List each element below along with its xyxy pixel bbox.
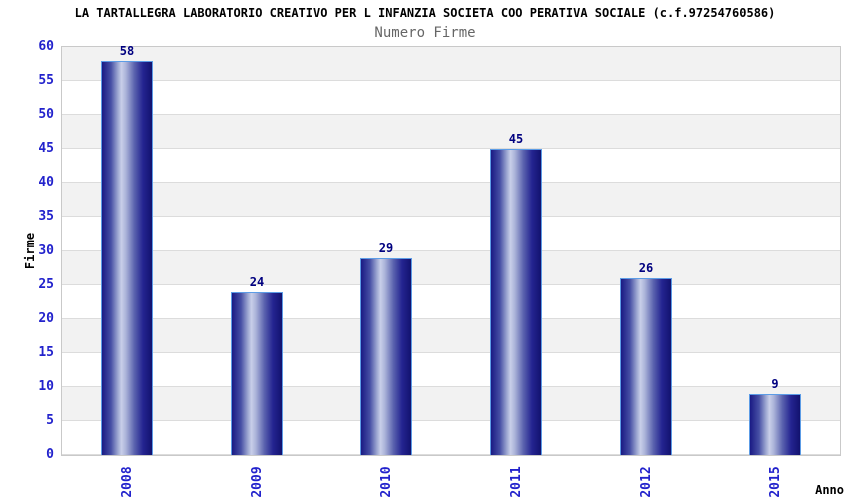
y-tick-label: 30	[38, 243, 54, 258]
bar	[360, 258, 412, 455]
chart-title: LA TARTALLEGRA LABORATORIO CREATIVO PER …	[74, 6, 776, 20]
y-tick-label: 50	[38, 107, 54, 122]
y-tick-label: 35	[38, 209, 54, 224]
bar	[101, 61, 153, 455]
x-tick-label: 2008	[119, 466, 135, 498]
y-tick-label: 20	[38, 311, 54, 326]
x-tick-label: 2011	[508, 466, 524, 498]
bar-value-label: 24	[249, 275, 265, 289]
chart-subtitle: Numero Firme	[374, 25, 476, 41]
y-tick-label: 25	[38, 277, 54, 292]
bar	[620, 278, 672, 455]
plot-area	[61, 46, 841, 456]
x-tick-label: 2010	[378, 466, 394, 498]
x-tick-label: 2009	[249, 466, 265, 498]
bar	[231, 292, 283, 455]
y-tick-label: 15	[38, 345, 54, 360]
y-tick-label: 10	[38, 379, 54, 394]
bar-value-label: 9	[771, 377, 779, 391]
bar-value-label: 29	[378, 241, 394, 255]
y-axis-title: Firme	[23, 232, 37, 270]
y-tick-label: 45	[38, 141, 54, 156]
bar-value-label: 58	[119, 44, 135, 58]
x-tick-label: 2015	[767, 466, 783, 498]
y-tick-label: 0	[46, 447, 54, 462]
x-tick-label: 2012	[638, 466, 654, 498]
y-tick-label: 55	[38, 73, 54, 88]
bar-value-label: 26	[638, 261, 654, 275]
x-axis-title: Anno	[815, 483, 844, 497]
bar-value-label: 45	[508, 132, 524, 146]
y-tick-label: 60	[38, 39, 54, 54]
y-tick-label: 40	[38, 175, 54, 190]
y-tick-label: 5	[46, 413, 54, 428]
bar	[749, 394, 801, 455]
bar	[490, 149, 542, 455]
